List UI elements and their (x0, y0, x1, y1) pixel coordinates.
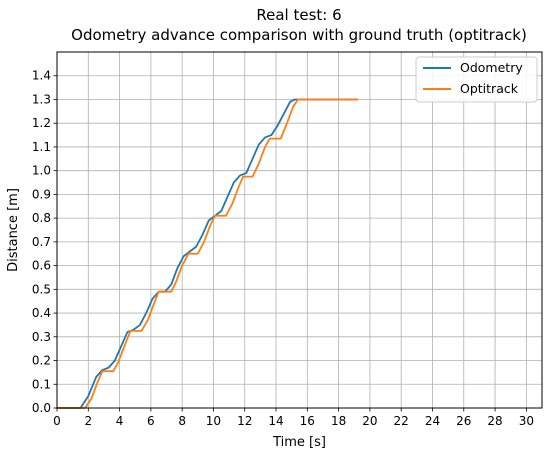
y-tick-label: 1.2 (32, 116, 51, 130)
y-tick-label: 0.6 (32, 259, 51, 273)
y-tick-label: 0.9 (32, 187, 51, 201)
x-tick-label: 8 (178, 414, 186, 428)
legend: Odometry Optitrack (415, 56, 538, 103)
x-tick-label: 16 (300, 414, 315, 428)
y-tick-label: 1.3 (32, 92, 51, 106)
grid (56, 52, 542, 409)
y-tick-label: 0.5 (32, 282, 51, 296)
x-tick-label: 6 (147, 414, 155, 428)
x-tick-label: 2 (84, 414, 92, 428)
series-line-odometry (56, 98, 359, 409)
y-tick-label: 0.3 (32, 330, 51, 344)
y-tick-label: 1.1 (32, 140, 51, 154)
x-tick-label: 12 (237, 414, 252, 428)
y-tick-label: 0.4 (32, 306, 51, 320)
series-line-optitrack (56, 98, 359, 409)
x-tick-label: 22 (394, 414, 409, 428)
x-tick-label: 24 (425, 414, 440, 428)
legend-label-odometry: Odometry (460, 60, 523, 75)
y-tick-label: 1.4 (32, 69, 51, 83)
x-tick-label: 28 (487, 414, 502, 428)
x-tick-label: 20 (362, 414, 377, 428)
chart-title: Real test: 6 (256, 6, 341, 24)
y-tick-label: 0.8 (32, 211, 51, 225)
y-tick-label: 1.0 (32, 164, 51, 178)
y-axis-label: Distance [m] (6, 188, 21, 272)
x-tick-label: 30 (519, 414, 534, 428)
x-tick-label: 0 (53, 414, 61, 428)
y-tick-label: 0.2 (32, 354, 51, 368)
plot-frame (56, 51, 543, 409)
y-tick-label: 0.0 (32, 401, 51, 415)
y-tick-label: 0.1 (32, 377, 51, 391)
y-tick-label: 0.7 (32, 235, 51, 249)
legend-label-optitrack: Optitrack (460, 81, 519, 96)
series-lines (56, 98, 359, 409)
x-tick-label: 4 (116, 414, 124, 428)
x-axis-label: Time [s] (272, 435, 326, 450)
axis-ticks: 0 2 4 6 8 10 12 14 16 18 20 22 24 26 28 300.00.10.20.30… (32, 69, 534, 428)
x-tick-label: 18 (331, 414, 346, 428)
chart-subtitle: Odometry advance comparison with ground … (71, 26, 527, 44)
x-tick-label: 14 (268, 414, 283, 428)
x-tick-label: 10 (206, 414, 221, 428)
x-tick-label: 26 (456, 414, 471, 428)
